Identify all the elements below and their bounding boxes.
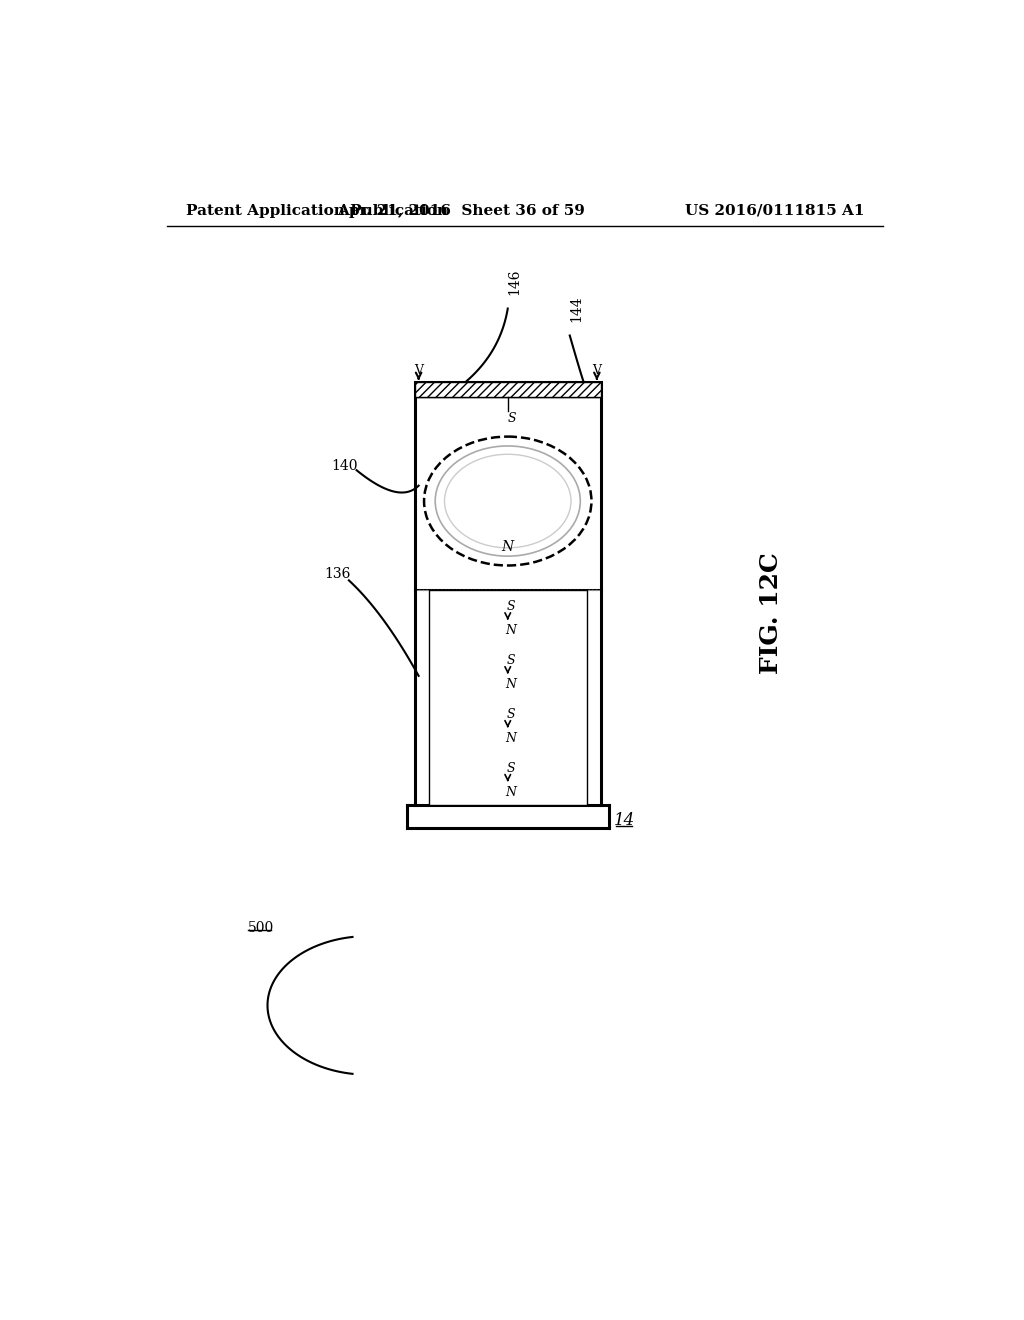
Bar <box>429 590 587 805</box>
Text: Patent Application Publication: Patent Application Publication <box>186 203 449 218</box>
Text: FIG. 12C: FIG. 12C <box>759 552 783 673</box>
Text: V: V <box>592 363 601 376</box>
Text: N: N <box>502 540 514 554</box>
Text: N: N <box>506 624 516 638</box>
Text: S: S <box>508 412 517 425</box>
Text: S: S <box>507 601 515 614</box>
Bar <box>415 381 601 590</box>
Bar <box>415 381 601 397</box>
Text: S: S <box>507 762 515 775</box>
Text: V: V <box>414 363 423 376</box>
Text: 136: 136 <box>324 568 350 581</box>
Text: Apr. 21, 2016  Sheet 36 of 59: Apr. 21, 2016 Sheet 36 of 59 <box>337 203 585 218</box>
Text: 500: 500 <box>248 921 274 936</box>
Text: N: N <box>506 785 516 799</box>
Text: US 2016/0111815 A1: US 2016/0111815 A1 <box>685 203 864 218</box>
Text: N: N <box>506 678 516 692</box>
Text: N: N <box>506 733 516 744</box>
Text: S: S <box>507 655 515 667</box>
Text: 146: 146 <box>507 268 521 294</box>
Text: 144: 144 <box>569 296 583 322</box>
Text: 140: 140 <box>332 459 358 474</box>
Text: S: S <box>507 708 515 721</box>
Text: 14: 14 <box>613 812 635 829</box>
Bar <box>415 590 601 805</box>
